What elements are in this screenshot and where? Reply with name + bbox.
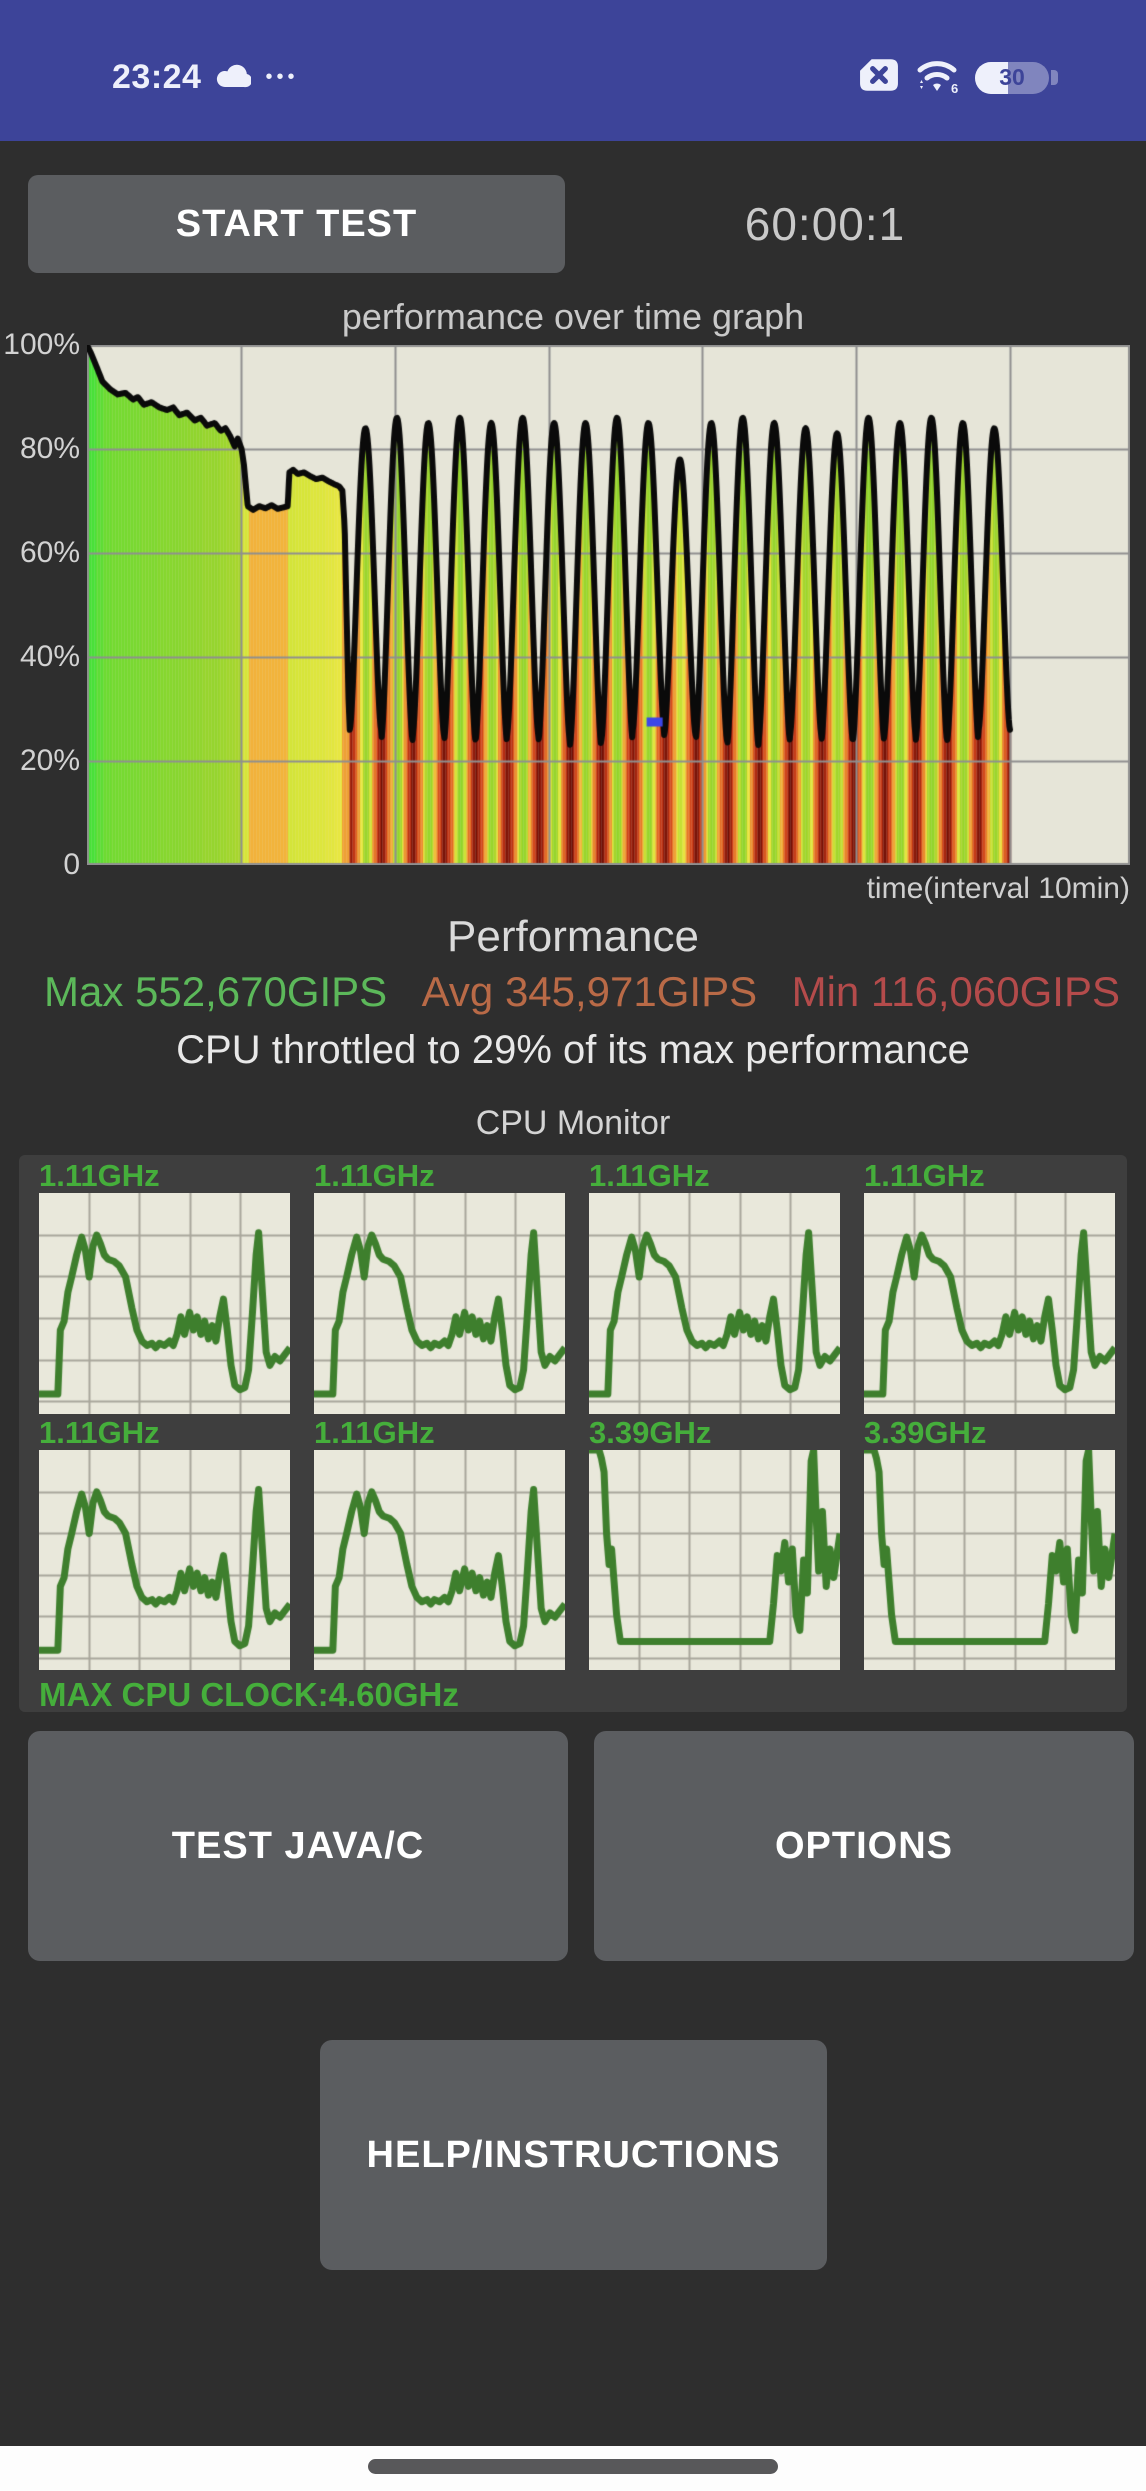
cpu-core-2-graph [314,1193,565,1414]
max-cpu-clock-label: MAX CPU CLOCK:4.60GHz [39,1676,459,1713]
y-axis-tick-100: 100% [3,328,80,361]
sim-error-icon [859,58,899,97]
home-indicator[interactable] [368,2459,778,2474]
stat-max: Max 552,670GIPS [44,968,388,1015]
navigation-bar [0,2446,1146,2491]
cpu-core-4-graph [864,1193,1115,1414]
battery-nub [1051,70,1058,85]
weather-cloud-icon [215,62,253,93]
x-axis-label: time(interval 10min) [866,872,1130,905]
y-axis-tick-0: 0 [63,848,80,881]
core-3-clock-label: 1.11GHz [589,1158,710,1193]
cpu-core-1-graph [39,1193,290,1414]
battery-fill-level [975,61,1009,94]
performance-graph-canvas [87,345,1130,865]
y-axis-tick-20: 20% [19,744,80,777]
help-instructions-button[interactable]: HELP/INSTRUCTIONS [320,2040,827,2270]
cpu-core-6-graph [314,1450,565,1670]
timer-text: 60:00:1 [744,198,906,250]
core-4-clock-label: 1.11GHz [864,1158,985,1193]
core-6-clock-label: 1.11GHz [314,1415,435,1450]
battery-percent-text: 30 [999,64,1025,90]
cpu-core-3-graph [589,1193,840,1414]
graph-title: performance over time graph [341,296,805,337]
performance-heading: Performance [447,912,699,961]
cpu-core-8-graph [864,1450,1115,1670]
cpu-core-grid: 1.11GHz 1.11GHz 1.11GHz 1.11GHz 1.11GHz … [39,1157,1115,1670]
status-bar-left: 23:24 ••• [112,58,298,97]
notification-ellipsis-icon: ••• [265,66,299,88]
cpu-monitor-title: CPU Monitor [475,1104,671,1142]
y-axis-tick-80: 80% [19,432,80,465]
throttle-note: CPU throttled to 29% of its max performa… [176,1028,970,1072]
y-axis-tick-60: 60% [19,536,80,569]
core-2-clock-label: 1.11GHz [314,1158,435,1193]
y-axis-tick-40: 40% [19,640,80,673]
clock-text: 23:24 [112,58,202,96]
core-8-clock-label: 3.39GHz [864,1415,987,1450]
status-bar-right: 6 30 [859,56,1058,99]
options-button[interactable]: OPTIONS [594,1731,1134,1961]
core-1-clock-label: 1.11GHz [39,1158,160,1193]
performance-over-time-graph [87,345,1130,865]
cpu-core-5-graph [39,1450,290,1670]
stat-min: Min 116,060GIPS [791,968,1120,1015]
status-bar: 23:24 ••• 6 [0,0,1146,141]
core-7-clock-label: 3.39GHz [589,1415,712,1450]
stat-avg: Avg 345,971GIPS [421,968,758,1015]
start-test-button[interactable]: START TEST [28,175,565,273]
performance-stats-row: Max 552,670GIPS Avg 345,971GIPS Min 116,… [0,968,1146,1016]
wifi-icon: 6 [913,56,961,99]
core-5-clock-label: 1.11GHz [39,1415,160,1450]
wifi-standard-label: 6 [951,81,958,94]
cpu-core-7-graph [589,1450,840,1670]
battery-icon: 30 [975,61,1058,94]
cpu-monitor-panel: 1.11GHz 1.11GHz 1.11GHz 1.11GHz 1.11GHz … [19,1155,1127,1713]
test-java-button[interactable]: TEST JAVA/C [28,1731,568,1961]
